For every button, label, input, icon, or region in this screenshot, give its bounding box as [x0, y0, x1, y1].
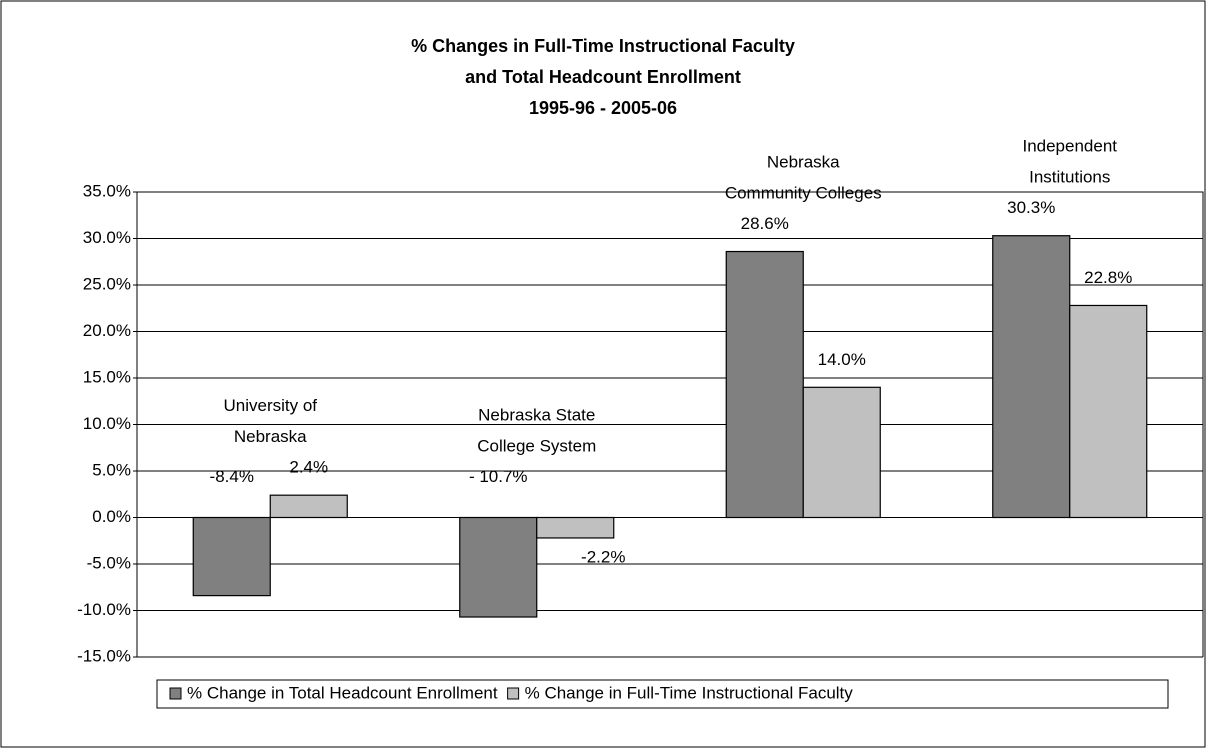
category-label: Independent Institutions — [1022, 137, 1117, 187]
category-label: Nebraska State College System — [477, 406, 596, 456]
bar — [536, 516, 615, 539]
legend-swatch — [169, 687, 182, 700]
y-tick-label: 25.0% — [83, 274, 131, 293]
y-tick-label: 30.0% — [83, 228, 131, 247]
data-label: 22.8% — [1084, 268, 1132, 287]
bar — [725, 250, 804, 519]
plot-border — [136, 191, 1204, 657]
legend-label: % Change in Total Headcount Enrollment — [187, 683, 498, 702]
bar — [992, 235, 1071, 519]
bar — [1069, 304, 1148, 519]
legend — [156, 679, 1169, 709]
bar — [459, 516, 538, 618]
chart-title: % Changes in Full-Time Instructional Fac… — [411, 36, 795, 118]
legend-swatch — [507, 687, 520, 700]
data-label: - 10.7% — [469, 467, 528, 486]
bar — [192, 516, 271, 597]
y-tick-label: 15.0% — [83, 367, 131, 386]
category-label: Nebraska Community Colleges — [725, 153, 882, 203]
data-label: -8.4% — [210, 467, 254, 486]
data-label: 28.6% — [741, 214, 789, 233]
bar — [802, 386, 881, 519]
y-tick-label: -5.0% — [87, 553, 131, 572]
y-tick-label: -10.0% — [77, 600, 131, 619]
data-label: 2.4% — [289, 458, 328, 477]
y-tick-label: 20.0% — [83, 321, 131, 340]
data-label: 14.0% — [818, 350, 866, 369]
category-label: University of Nebraska — [223, 397, 317, 447]
bar — [269, 494, 348, 519]
y-tick-label: 5.0% — [92, 460, 131, 479]
y-tick-label: 10.0% — [83, 414, 131, 433]
y-tick-label: 0.0% — [92, 507, 131, 526]
data-label: -2.2% — [581, 547, 625, 566]
data-label: 30.3% — [1007, 198, 1055, 217]
legend-label: % Change in Full-Time Instructional Facu… — [525, 683, 854, 702]
y-tick-label: 35.0% — [83, 181, 131, 200]
y-tick-label: -15.0% — [77, 646, 131, 665]
